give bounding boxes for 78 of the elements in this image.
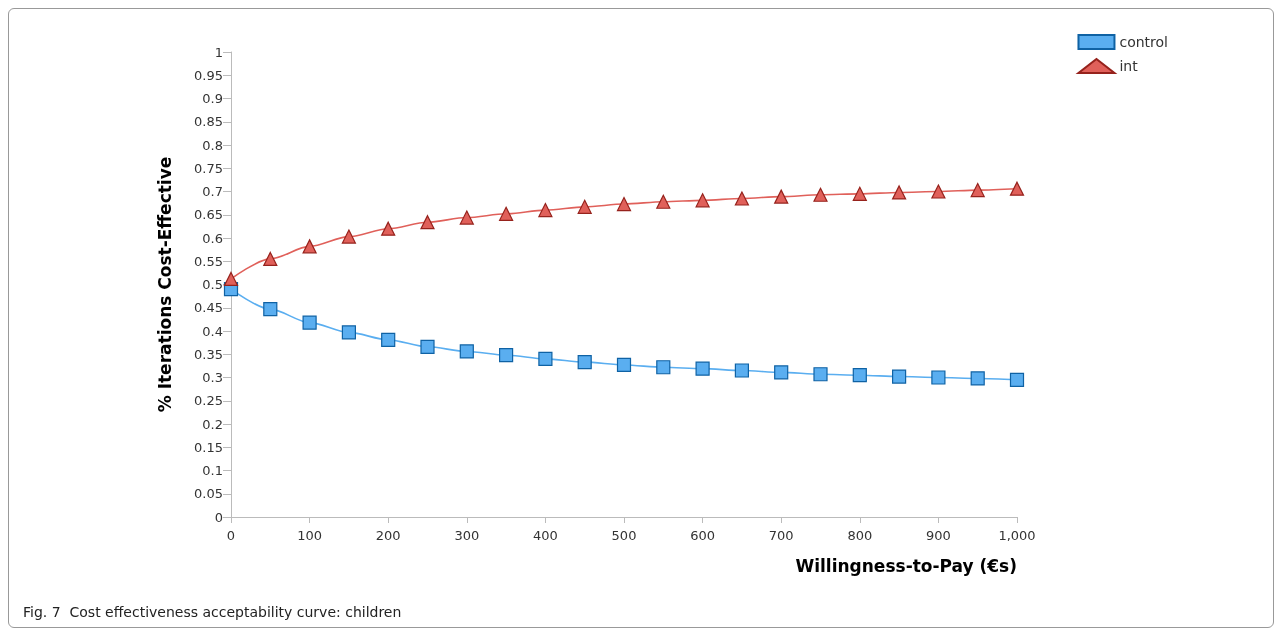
point — [420, 215, 435, 230]
point — [302, 239, 317, 254]
point — [616, 196, 632, 212]
x-tick-label: 700 — [768, 528, 794, 543]
point — [381, 332, 396, 347]
y-tick-label: 1 — [214, 44, 223, 60]
point — [852, 368, 867, 383]
point — [892, 369, 907, 384]
y-tick-label: 0.5 — [202, 277, 223, 292]
y-tick-label: 0 — [214, 509, 223, 525]
y-tick-label: 0.7 — [202, 184, 223, 199]
point — [459, 210, 474, 225]
legend-label: control — [1119, 34, 1168, 50]
point — [499, 206, 514, 221]
x-tick-label: 200 — [375, 528, 401, 543]
point — [577, 199, 592, 214]
y-tick-label: 0.15 — [194, 439, 223, 455]
x-tick-label: 900 — [925, 528, 951, 543]
y-tick-label: 0.55 — [194, 253, 223, 269]
y-tick-label: 0.8 — [202, 137, 223, 153]
point — [970, 183, 985, 198]
y-tick-label: 0.2 — [202, 416, 223, 432]
x-tick-label: 800 — [847, 528, 873, 543]
point — [656, 194, 671, 209]
point — [223, 271, 239, 287]
y-tick-label: 0.05 — [194, 486, 223, 502]
point — [774, 365, 789, 380]
y-tick-label: 0.4 — [202, 323, 223, 339]
point — [892, 185, 907, 200]
point — [1009, 372, 1025, 387]
point — [1009, 181, 1025, 196]
x-tick-label: 300 — [454, 528, 480, 543]
point — [734, 191, 749, 206]
x-tick-label: 0 — [226, 528, 236, 543]
y-tick-label: 0.9 — [202, 91, 223, 106]
y-tick-label: 0.85 — [194, 114, 223, 130]
point — [852, 186, 867, 201]
point — [931, 184, 946, 199]
point — [695, 361, 710, 376]
point — [931, 370, 946, 385]
x-tick-label: 400 — [532, 528, 558, 543]
y-tick-label: 0.35 — [194, 346, 223, 362]
point — [538, 351, 553, 366]
x-tick-label: 1,000 — [998, 528, 1036, 543]
x-tick-label: 600 — [690, 528, 716, 543]
point — [616, 357, 632, 373]
point — [341, 229, 356, 244]
point — [813, 187, 828, 202]
point — [459, 344, 474, 359]
y-tick-label: 0.65 — [194, 207, 223, 223]
point — [499, 348, 514, 363]
point — [734, 363, 749, 378]
point — [695, 193, 710, 208]
point — [381, 221, 396, 236]
y-tick-label: 0.75 — [194, 160, 223, 176]
x-tick-label: 500 — [611, 528, 637, 543]
point — [538, 203, 553, 218]
point — [263, 302, 278, 317]
point — [813, 367, 828, 382]
x-tick-label: 100 — [297, 528, 323, 543]
y-tick-label: 0.45 — [194, 300, 223, 316]
point — [341, 325, 356, 340]
caption: Fig. 7 Cost effectiveness acceptability curve: children — [23, 604, 402, 620]
point — [420, 339, 435, 354]
point — [774, 189, 789, 204]
y-tick-label: 0.6 — [202, 230, 223, 246]
y-axis-title: % Iterations Cost-Effective — [154, 156, 175, 413]
point — [302, 315, 317, 330]
point — [970, 371, 985, 386]
x-axis-title: Willingness-to-Pay (€s) — [795, 555, 1017, 576]
y-tick-label: 0.1 — [202, 463, 223, 478]
y-tick-label: 0.25 — [194, 393, 223, 409]
y-tick-label: 0.95 — [194, 67, 223, 83]
point — [656, 360, 671, 375]
y-tick-label: 0.3 — [202, 370, 223, 385]
point — [263, 251, 278, 267]
point — [577, 355, 592, 370]
legend-label: int — [1119, 58, 1139, 74]
